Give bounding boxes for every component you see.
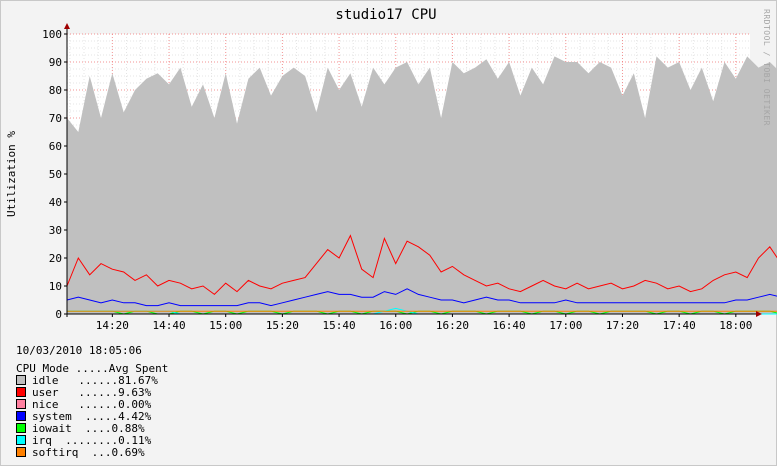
y-tick-label: 90 <box>49 56 62 69</box>
y-tick-labels: 0 10 20 30 40 50 60 70 80 90 100 <box>42 28 67 321</box>
x-tick-label: 16:00 <box>379 319 412 332</box>
legend-swatch <box>16 399 26 409</box>
y-tick-label: 80 <box>49 84 62 97</box>
legend-label: system .....4.42% <box>32 410 152 423</box>
legend-swatch <box>16 435 26 445</box>
legend-item: idle ......81.67% <box>16 375 168 387</box>
x-tick-label: 15:00 <box>209 319 242 332</box>
legend-label: user ......9.63% <box>32 386 152 399</box>
legend-label: idle ......81.67% <box>32 374 158 387</box>
legend: CPU Mode .....Avg Spent idle ......81.67… <box>16 363 168 459</box>
y-tick-label: 30 <box>49 224 62 237</box>
legend-item: system .....4.42% <box>16 411 168 423</box>
series-layer <box>66 56 777 315</box>
x-tick-label: 16:20 <box>436 319 469 332</box>
legend-header: CPU Mode .....Avg Spent <box>16 362 169 375</box>
y-tick-label: 20 <box>49 252 62 265</box>
timestamp: 10/03/2010 18:05:06 <box>16 344 142 357</box>
x-tick-label: 17:40 <box>663 319 696 332</box>
x-tick-label: 15:20 <box>266 319 299 332</box>
legend-swatch <box>16 447 26 457</box>
y-tick-label: 50 <box>49 168 62 181</box>
legend-item: iowait ....0.88% <box>16 423 168 435</box>
x-tick-label: 14:40 <box>152 319 185 332</box>
series-softirq-line <box>67 310 777 312</box>
x-tick-labels: 14:20 14:40 15:00 15:20 15:40 16:00 16:20 16:40… <box>96 314 752 332</box>
series-system-line <box>66 288 777 307</box>
y-tick-label: 70 <box>49 112 62 125</box>
legend-item: user ......9.63% <box>16 387 168 399</box>
y-tick-label: 100 <box>42 28 62 41</box>
legend-item: nice ......0.00% <box>16 399 168 411</box>
legend-label: softirq ...0.69% <box>32 446 145 459</box>
y-tick-label: 60 <box>49 140 62 153</box>
y-axis-label: Utilization % <box>5 131 18 217</box>
legend-item: irq ........0.11% <box>16 435 168 447</box>
side-credit-text: RRDTOOL / TOBI OETIKER <box>762 9 771 126</box>
axes <box>64 23 762 317</box>
x-tick-label: 17:20 <box>606 319 639 332</box>
y-tick-label: 0 <box>55 308 62 321</box>
legend-label: irq ........0.11% <box>32 434 152 447</box>
legend-label: nice ......0.00% <box>32 398 152 411</box>
y-axis-arrow <box>64 23 70 29</box>
legend-item: softirq ...0.69% <box>16 447 168 459</box>
x-axis-arrow <box>756 311 762 317</box>
cpu-chart: studio17 CPU 0 10 20 30 40 50 60 70 80 90 100 14:2… <box>5 7 777 332</box>
legend-swatch <box>16 387 26 397</box>
legend-swatch <box>16 375 26 385</box>
legend-swatch <box>16 411 26 421</box>
series-user-line <box>66 234 777 296</box>
x-tick-label: 14:20 <box>96 319 129 332</box>
x-tick-label: 18:00 <box>719 319 752 332</box>
series-idle-area <box>67 56 777 314</box>
x-tick-label: 17:00 <box>549 319 582 332</box>
y-tick-label: 10 <box>49 280 62 293</box>
x-tick-label: 16:40 <box>493 319 526 332</box>
legend-swatch <box>16 423 26 433</box>
y-tick-label: 40 <box>49 196 62 209</box>
chart-title: studio17 CPU <box>335 7 436 23</box>
x-tick-label: 15:40 <box>323 319 356 332</box>
legend-label: iowait ....0.88% <box>32 422 145 435</box>
